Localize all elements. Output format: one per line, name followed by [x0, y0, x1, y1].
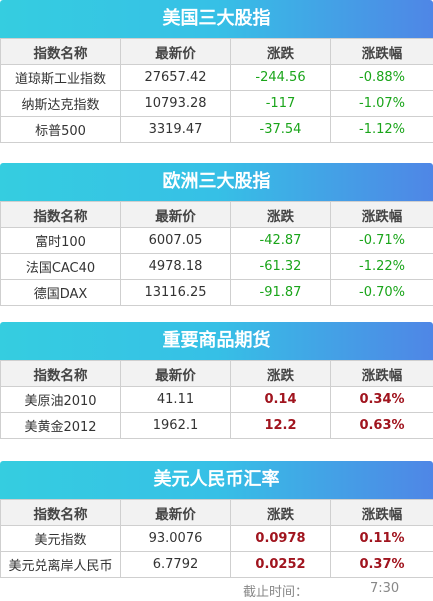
col-header-name: 指数名称	[0, 38, 121, 65]
row-change: -91.87	[230, 279, 331, 306]
col-header-change: 涨跌	[230, 201, 331, 228]
row-price: 3319.47	[120, 116, 231, 143]
table-row: 美黄金2012 1962.1 12.2 0.63%	[0, 412, 433, 439]
quotes-table: 指数名称 最新价 涨跌 涨跌幅 富时100 6007.05 -42.87 -0.…	[0, 201, 433, 306]
row-change: -61.32	[230, 253, 331, 280]
row-price: 6007.05	[120, 227, 231, 254]
row-change: -244.56	[230, 64, 331, 91]
row-pct: -0.71%	[330, 227, 433, 254]
col-header-pct: 涨跌幅	[330, 201, 433, 228]
quotes-table: 指数名称 最新价 涨跌 涨跌幅 美元指数 93.0076 0.0978 0.11…	[0, 499, 433, 578]
row-change: 12.2	[230, 412, 331, 439]
col-header-pct: 涨跌幅	[330, 360, 433, 387]
table-row: 道琼斯工业指数 27657.42 -244.56 -0.88%	[0, 64, 433, 91]
row-price: 27657.42	[120, 64, 231, 91]
table-row: 美元指数 93.0076 0.0978 0.11%	[0, 525, 433, 552]
header-row: 指数名称 最新价 涨跌 涨跌幅	[0, 499, 433, 526]
row-price: 13116.25	[120, 279, 231, 306]
section-title: 重要商品期货	[0, 322, 433, 360]
table-row: 德国DAX 13116.25 -91.87 -0.70%	[0, 279, 433, 306]
row-change: -42.87	[230, 227, 331, 254]
table-row: 美原油2010 41.11 0.14 0.34%	[0, 386, 433, 413]
row-pct: -0.70%	[330, 279, 433, 306]
table-row: 标普500 3319.47 -37.54 -1.12%	[0, 116, 433, 143]
section-title: 美元人民币汇率	[0, 461, 433, 499]
row-change: -117	[230, 90, 331, 117]
col-header-change: 涨跌	[230, 360, 331, 387]
row-name: 富时100	[0, 227, 121, 254]
table-row: 美元兑离岸人民币 6.7792 0.0252 0.37%	[0, 551, 433, 578]
row-price: 10793.28	[120, 90, 231, 117]
row-price: 6.7792	[120, 551, 231, 578]
footer: 截止时间： 7:30	[0, 578, 433, 600]
row-price: 93.0076	[120, 525, 231, 552]
col-header-change: 涨跌	[230, 38, 331, 65]
col-header-name: 指数名称	[0, 499, 121, 526]
col-header-change: 涨跌	[230, 499, 331, 526]
row-pct: -0.88%	[330, 64, 433, 91]
col-header-price: 最新价	[120, 360, 231, 387]
col-header-pct: 涨跌幅	[330, 38, 433, 65]
row-price: 41.11	[120, 386, 231, 413]
row-change: 0.0978	[230, 525, 331, 552]
row-name: 道琼斯工业指数	[0, 64, 121, 91]
row-pct: 0.37%	[330, 551, 433, 578]
section-title: 欧洲三大股指	[0, 163, 433, 201]
row-price: 1962.1	[120, 412, 231, 439]
row-name: 纳斯达克指数	[0, 90, 121, 117]
row-pct: 0.63%	[330, 412, 433, 439]
section-us-indices: 美国三大股指 指数名称 最新价 涨跌 涨跌幅 道琼斯工业指数 27657.42 …	[0, 0, 433, 143]
col-header-name: 指数名称	[0, 360, 121, 387]
header-row: 指数名称 最新价 涨跌 涨跌幅	[0, 201, 433, 228]
row-price: 4978.18	[120, 253, 231, 280]
col-header-price: 最新价	[120, 499, 231, 526]
col-header-price: 最新价	[120, 38, 231, 65]
col-header-name: 指数名称	[0, 201, 121, 228]
table-row: 纳斯达克指数 10793.28 -117 -1.07%	[0, 90, 433, 117]
section-usd-cny: 美元人民币汇率 指数名称 最新价 涨跌 涨跌幅 美元指数 93.0076 0.0…	[0, 461, 433, 578]
row-change: 0.0252	[230, 551, 331, 578]
row-pct: 0.11%	[330, 525, 433, 552]
row-name: 美元指数	[0, 525, 121, 552]
section-title: 美国三大股指	[0, 0, 433, 38]
quotes-table: 指数名称 最新价 涨跌 涨跌幅 美原油2010 41.11 0.14 0.34%…	[0, 360, 433, 439]
table-row: 法国CAC40 4978.18 -61.32 -1.22%	[0, 253, 433, 280]
section-commodities: 重要商品期货 指数名称 最新价 涨跌 涨跌幅 美原油2010 41.11 0.1…	[0, 322, 433, 439]
row-name: 德国DAX	[0, 279, 121, 306]
cutoff-time-label: 截止时间：	[243, 585, 309, 600]
row-name: 标普500	[0, 116, 121, 143]
row-change: 0.14	[230, 386, 331, 413]
header-row: 指数名称 最新价 涨跌 涨跌幅	[0, 38, 433, 65]
row-change: -37.54	[230, 116, 331, 143]
col-header-price: 最新价	[120, 201, 231, 228]
col-header-pct: 涨跌幅	[330, 499, 433, 526]
cutoff-time-value: 7:30	[370, 581, 400, 596]
header-row: 指数名称 最新价 涨跌 涨跌幅	[0, 360, 433, 387]
row-name: 法国CAC40	[0, 253, 121, 280]
row-pct: -1.12%	[330, 116, 433, 143]
row-pct: -1.07%	[330, 90, 433, 117]
row-name: 美元兑离岸人民币	[0, 551, 121, 578]
section-eu-indices: 欧洲三大股指 指数名称 最新价 涨跌 涨跌幅 富时100 6007.05 -42…	[0, 163, 433, 306]
table-row: 富时100 6007.05 -42.87 -0.71%	[0, 227, 433, 254]
quotes-table: 指数名称 最新价 涨跌 涨跌幅 道琼斯工业指数 27657.42 -244.56…	[0, 38, 433, 143]
row-name: 美黄金2012	[0, 412, 121, 439]
row-pct: 0.34%	[330, 386, 433, 413]
row-name: 美原油2010	[0, 386, 121, 413]
row-pct: -1.22%	[330, 253, 433, 280]
